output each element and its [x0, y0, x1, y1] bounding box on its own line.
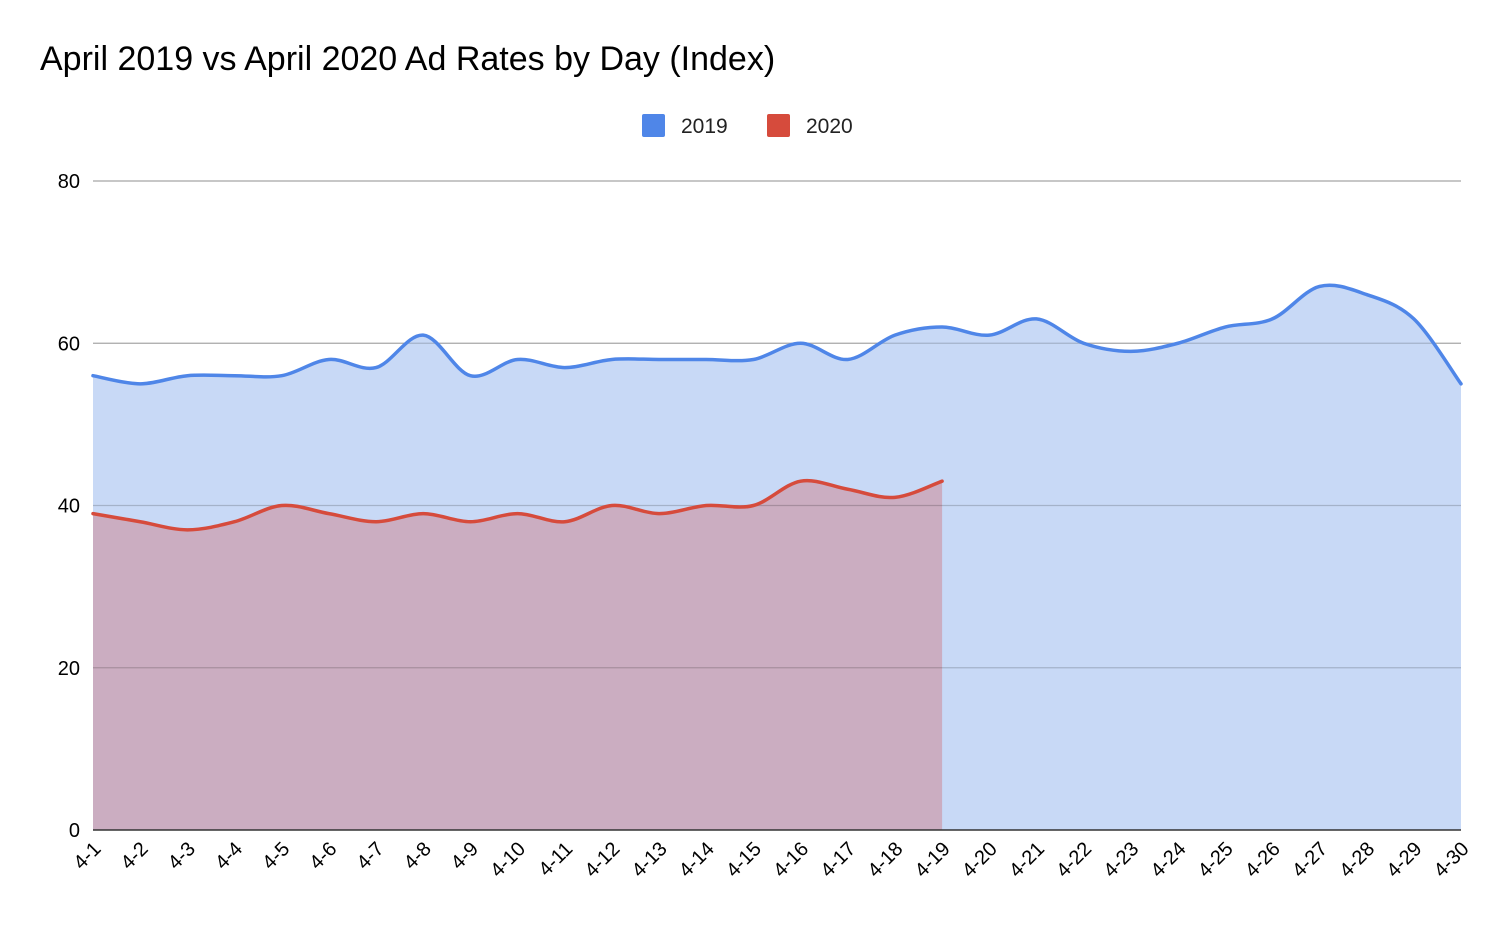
series-2020-area — [93, 480, 943, 830]
x-tick-label: 4-18 — [864, 838, 908, 882]
x-axis-ticks: 4-1 4-2 4-3 4-4 4-5 4-6 4-7 4-8 4-9 4-10 4-11 4-12 4… — [70, 838, 1474, 882]
x-tick-label: 4-26 — [1241, 838, 1285, 882]
y-tick-label: 0 — [69, 820, 80, 842]
x-tick-label: 4-3 — [164, 838, 200, 874]
legend-swatch-2019 — [642, 114, 665, 137]
x-tick-label: 4-16 — [769, 838, 813, 882]
legend-label-2020: 2020 — [806, 115, 853, 138]
legend-label-2019: 2019 — [681, 115, 728, 138]
y-tick-label: 60 — [58, 333, 80, 355]
x-tick-label: 4-22 — [1052, 838, 1096, 882]
x-tick-label: 4-2 — [117, 838, 153, 874]
x-tick-label: 4-29 — [1383, 838, 1427, 882]
x-tick-label: 4-23 — [1099, 838, 1143, 882]
chart-title: April 2019 vs April 2020 Ad Rates by Day… — [40, 40, 776, 78]
x-tick-label: 4-4 — [211, 838, 247, 874]
gridlines-overlay — [93, 180, 1461, 669]
legend-swatch-2020 — [767, 114, 790, 137]
series-lines — [91, 283, 1463, 532]
x-tick-label: 4-21 — [1005, 838, 1049, 882]
x-tick-label: 4-9 — [447, 838, 483, 874]
y-tick-label: 20 — [58, 658, 80, 680]
x-tick-label: 4-14 — [675, 838, 719, 882]
x-tick-label: 4-6 — [305, 838, 341, 874]
y-axis-ticks: 0 20 40 60 80 — [58, 171, 80, 842]
x-tick-label: 4-13 — [628, 838, 672, 882]
x-tick-label: 4-27 — [1288, 838, 1332, 882]
x-tick-label: 4-15 — [722, 838, 766, 882]
x-tick-label: 4-24 — [1147, 838, 1191, 882]
x-tick-label: 4-1 — [70, 838, 106, 874]
x-tick-label: 4-5 — [258, 838, 294, 874]
x-tick-label: 4-10 — [486, 838, 530, 882]
legend: 2019 2020 — [642, 114, 853, 138]
x-tick-label: 4-11 — [534, 838, 577, 881]
x-tick-label: 4-28 — [1335, 838, 1379, 882]
x-tick-label: 4-17 — [816, 838, 860, 882]
series-areas — [93, 285, 1461, 830]
x-tick-label: 4-30 — [1430, 838, 1474, 882]
series-2019-line — [91, 283, 1463, 386]
y-tick-label: 80 — [58, 171, 80, 193]
series-2020-line — [91, 478, 944, 532]
x-tick-label: 4-20 — [958, 838, 1002, 882]
x-tick-label: 4-7 — [353, 838, 389, 874]
x-tick-label: 4-12 — [581, 838, 625, 882]
y-tick-label: 40 — [58, 496, 80, 518]
x-tick-label: 4-8 — [400, 838, 436, 874]
x-tick-label: 4-19 — [911, 838, 955, 882]
x-tick-label: 4-25 — [1194, 838, 1238, 882]
